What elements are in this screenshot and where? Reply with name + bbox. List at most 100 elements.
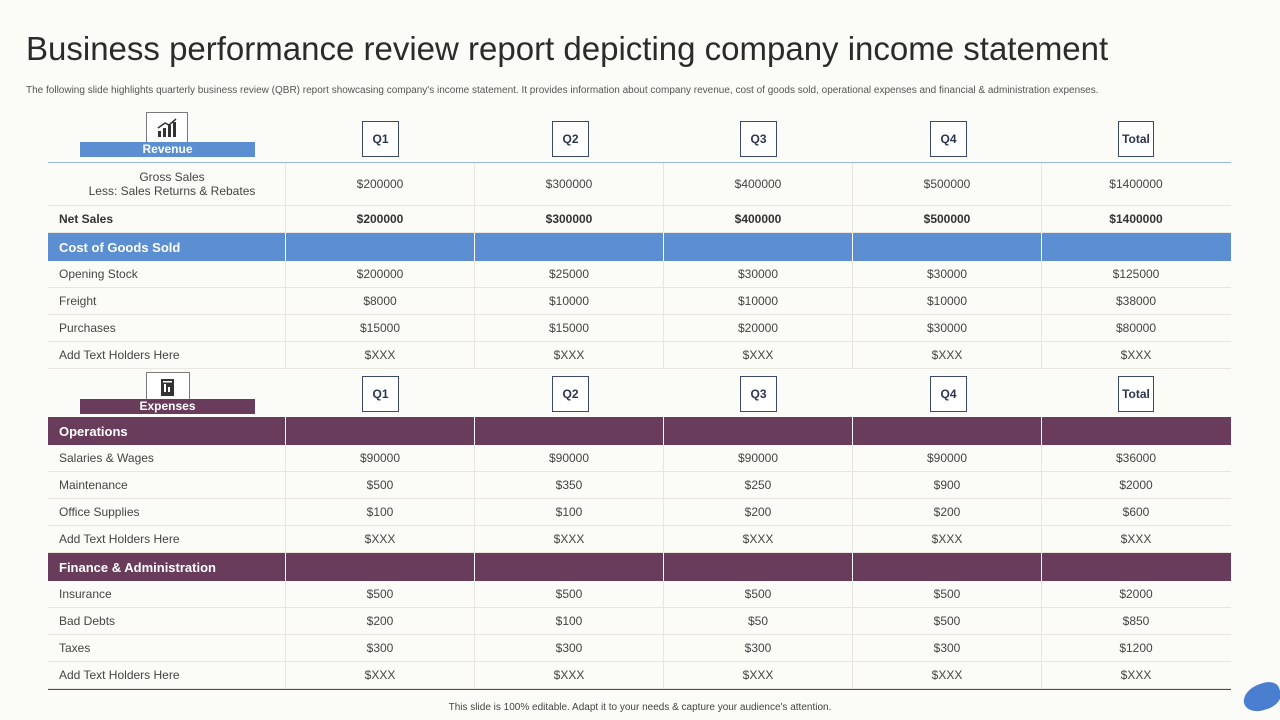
table-row: Add Text Holders Here $XXX $XXX $XXX $XX…: [48, 526, 1231, 553]
row-label: Bad Debts: [59, 614, 116, 628]
cell-q1: $200000: [285, 163, 474, 205]
cell-q3: $500: [663, 581, 852, 607]
cell-total: $XXX: [1041, 662, 1230, 688]
expenses-label: Expenses: [80, 399, 255, 414]
cell-q1: $200000: [285, 206, 474, 232]
revenue-header-total: Total: [1118, 121, 1154, 157]
cell-q1: $XXX: [285, 662, 474, 688]
cell-q1: $500: [285, 581, 474, 607]
cell-total: $2000: [1041, 581, 1230, 607]
cell-q2: $15000: [474, 315, 663, 341]
cell-q2: $300: [474, 635, 663, 661]
cell-q3: $200: [663, 499, 852, 525]
cell-q3: $50: [663, 608, 852, 634]
cell-q2: $300000: [474, 163, 663, 205]
row-label: Opening Stock: [59, 267, 138, 281]
row-label: Net Sales: [59, 212, 114, 226]
row-label: Insurance: [59, 587, 112, 601]
cell-q4: $30000: [852, 315, 1041, 341]
table-row: Maintenance $500 $350 $250 $900 $2000: [48, 472, 1231, 499]
table-row: Insurance $500 $500 $500 $500 $2000: [48, 581, 1231, 608]
expenses-header-q4: Q4: [930, 376, 967, 412]
row-label: Office Supplies: [59, 505, 140, 519]
cell-q2: $100: [474, 499, 663, 525]
table-row: Purchases $15000 $15000 $20000 $30000 $8…: [48, 315, 1231, 342]
cell-total: $125000: [1041, 261, 1230, 287]
cell-q4: $30000: [852, 261, 1041, 287]
table-row: Salaries & Wages $90000 $90000 $90000 $9…: [48, 445, 1231, 472]
operations-label: Operations: [59, 423, 128, 439]
cell-q3: $XXX: [663, 342, 852, 368]
cell-q3: $XXX: [663, 662, 852, 688]
cell-q1: $8000: [285, 288, 474, 314]
cell-q3: $90000: [663, 445, 852, 471]
cell-total: $36000: [1041, 445, 1230, 471]
cell-total: $1400000: [1041, 206, 1230, 232]
revenue-header-q4: Q4: [930, 121, 967, 157]
growth-chart-icon: [146, 112, 188, 144]
cell-q4: $900: [852, 472, 1041, 498]
row-label: Taxes: [59, 641, 91, 655]
page-title: Business performance review report depic…: [26, 30, 1109, 67]
expenses-header-q3: Q3: [740, 376, 777, 412]
cell-q1: $200000: [285, 261, 474, 287]
cell-q2: $100: [474, 608, 663, 634]
table-row: Add Text Holders Here $XXX $XXX $XXX $XX…: [48, 342, 1231, 369]
cell-q2: $25000: [474, 261, 663, 287]
cell-q1: $300: [285, 635, 474, 661]
cell-q3: $400000: [663, 163, 852, 205]
row-label: Salaries & Wages: [59, 451, 154, 465]
cell-q1: $XXX: [285, 342, 474, 368]
revenue-header-q2: Q2: [552, 121, 589, 157]
row-label: Add Text Holders Here: [59, 668, 180, 682]
cell-q4: $XXX: [852, 662, 1041, 688]
cell-q2: $XXX: [474, 662, 663, 688]
revenue-header-q1: Q1: [362, 121, 399, 157]
cell-total: $38000: [1041, 288, 1230, 314]
cell-q2: $90000: [474, 445, 663, 471]
cell-q3: $30000: [663, 261, 852, 287]
cell-total: $XXX: [1041, 526, 1230, 552]
cell-q1: $15000: [285, 315, 474, 341]
cell-total: $1400000: [1041, 163, 1230, 205]
cell-q3: $10000: [663, 288, 852, 314]
cell-q3: $250: [663, 472, 852, 498]
cell-q3: $400000: [663, 206, 852, 232]
cell-q4: $300: [852, 635, 1041, 661]
cell-q1: $100: [285, 499, 474, 525]
cell-q1: $XXX: [285, 526, 474, 552]
table-row: Freight $8000 $10000 $10000 $10000 $3800…: [48, 288, 1231, 315]
expenses-header-q1: Q1: [362, 376, 399, 412]
expenses-header-total: Total: [1118, 376, 1154, 412]
row-label: Gross Sales: [139, 170, 205, 184]
cell-q2: $300000: [474, 206, 663, 232]
table-bottom-line: [48, 689, 1231, 690]
table-row: Gross Sales Less: Sales Returns & Rebate…: [48, 163, 1231, 206]
cell-q4: $XXX: [852, 342, 1041, 368]
table-row: Opening Stock $200000 $25000 $30000 $300…: [48, 261, 1231, 288]
finance-band: Finance & Administration: [48, 553, 1231, 581]
cell-q2: $XXX: [474, 342, 663, 368]
cell-q4: $90000: [852, 445, 1041, 471]
row-label: Purchases: [59, 321, 116, 335]
cell-total: $850: [1041, 608, 1230, 634]
row-label: Add Text Holders Here: [59, 348, 180, 362]
cell-q1: $500: [285, 472, 474, 498]
table-row: Taxes $300 $300 $300 $300 $1200: [48, 635, 1231, 662]
revenue-label: Revenue: [80, 142, 255, 157]
revenue-header-q3: Q3: [740, 121, 777, 157]
row-label: Maintenance: [59, 478, 128, 492]
table-row: Add Text Holders Here $XXX $XXX $XXX $XX…: [48, 662, 1231, 689]
cell-total: $1200: [1041, 635, 1230, 661]
cell-q4: $500000: [852, 163, 1041, 205]
page-subtitle: The following slide highlights quarterly…: [26, 85, 1099, 96]
table-row: Net Sales $200000 $300000 $400000 $50000…: [48, 206, 1231, 233]
cell-q2: $10000: [474, 288, 663, 314]
cogs-label: Cost of Goods Sold: [59, 239, 181, 255]
cell-q3: $XXX: [663, 526, 852, 552]
table-row: Bad Debts $200 $100 $50 $500 $850: [48, 608, 1231, 635]
row-label: Less: Sales Returns & Rebates: [88, 184, 256, 198]
cell-q3: $300: [663, 635, 852, 661]
cell-q4: $XXX: [852, 526, 1041, 552]
cell-q2: $350: [474, 472, 663, 498]
